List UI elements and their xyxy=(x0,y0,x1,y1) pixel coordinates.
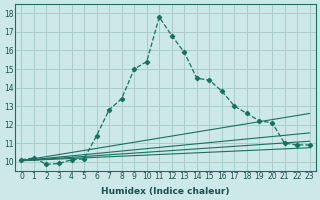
X-axis label: Humidex (Indice chaleur): Humidex (Indice chaleur) xyxy=(101,187,230,196)
